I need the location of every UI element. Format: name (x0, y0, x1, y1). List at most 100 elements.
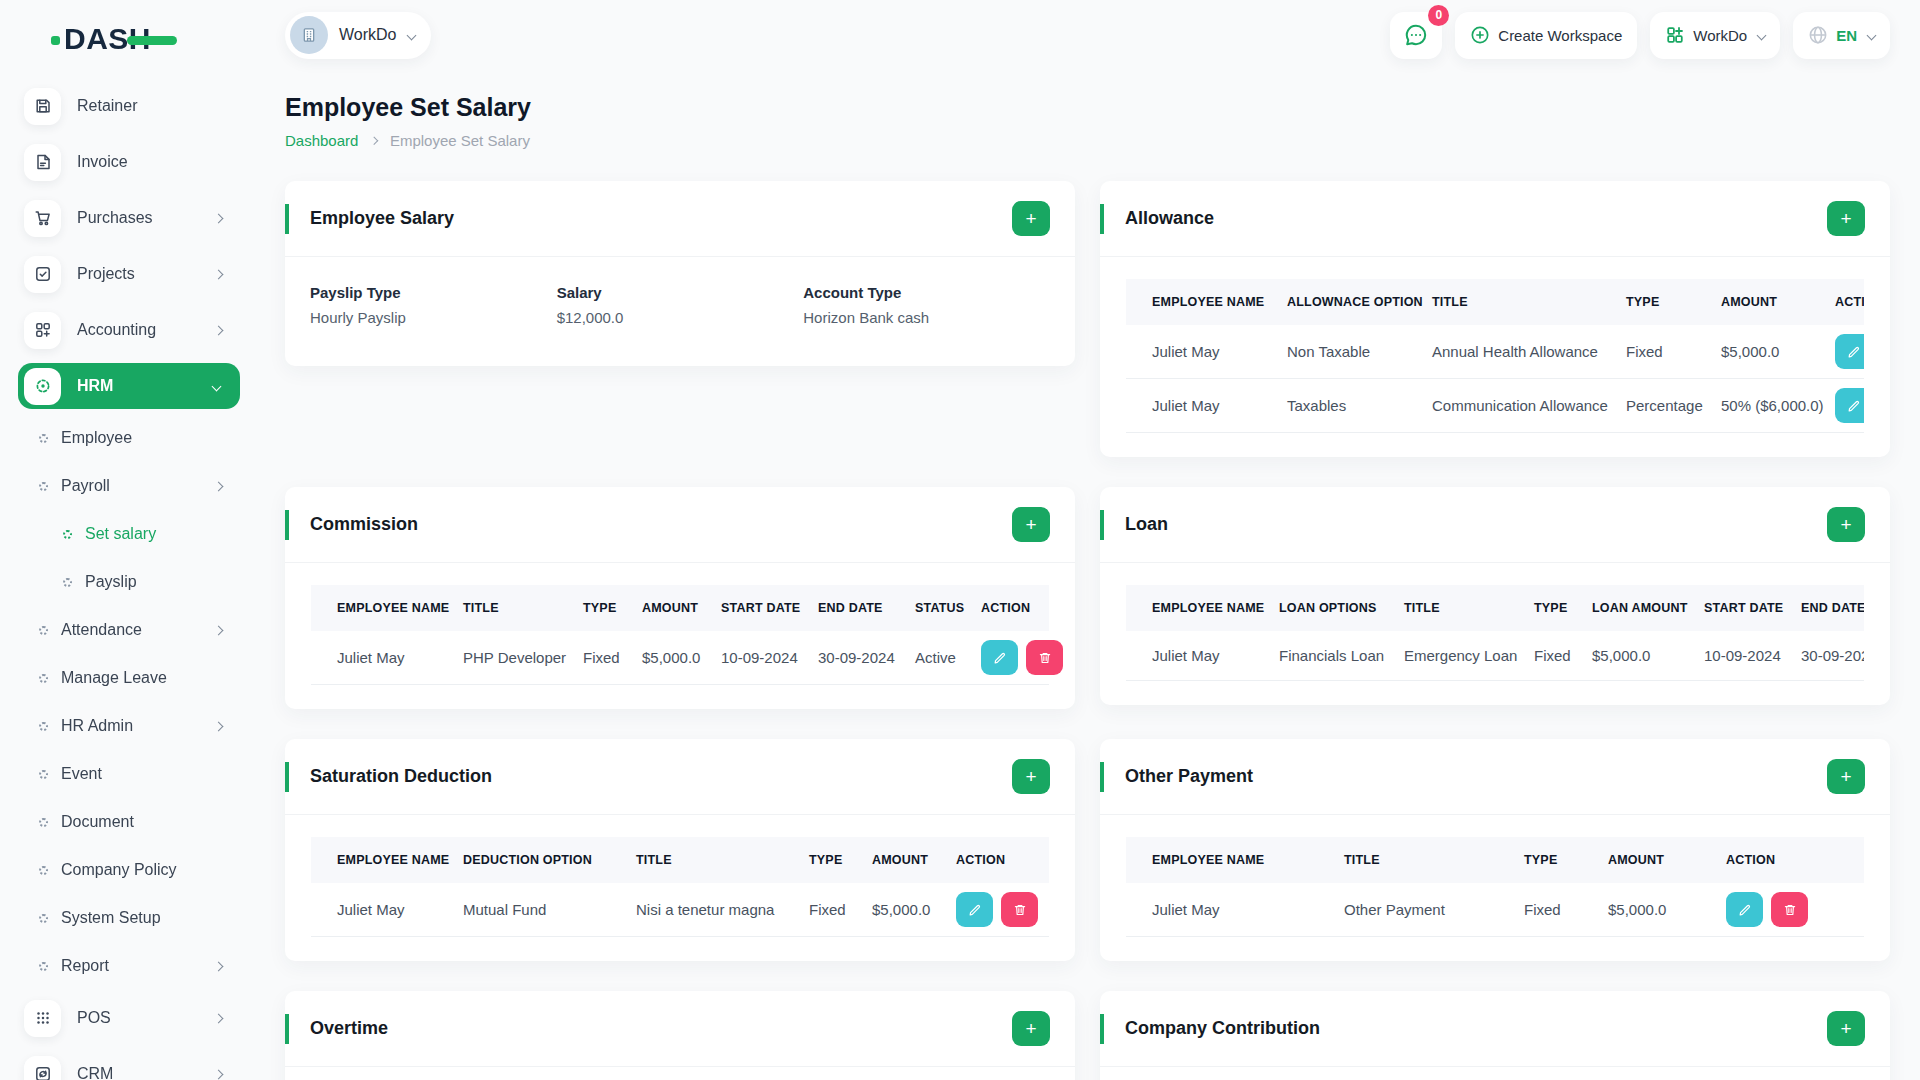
breadcrumb-dashboard-link[interactable]: Dashboard (285, 132, 358, 149)
edit-button[interactable] (956, 892, 993, 927)
add-allowance-button[interactable]: + (1827, 201, 1865, 236)
globe-icon (1808, 25, 1828, 45)
chevron-right-icon (214, 1069, 224, 1079)
sidebar-item-company-policy[interactable]: Company Policy (24, 846, 258, 894)
crm-icon (24, 1056, 61, 1080)
add-saturation_deduction-button[interactable]: + (1012, 759, 1050, 794)
invoice-icon (24, 144, 61, 181)
chevron-right-icon (214, 269, 224, 279)
sidebar-item-manage-leave[interactable]: Manage Leave (24, 654, 258, 702)
sidebar-item-system-setup[interactable]: System Setup (24, 894, 258, 942)
loan-table: EMPLOYEE NAMELOAN OPTIONSTITLETYPELOAN A… (1126, 585, 1864, 681)
breadcrumb-current: Employee Set Salary (390, 132, 530, 149)
brand-logo[interactable]: DASH (24, 0, 258, 78)
other-payment-card: Other Payment+EMPLOYEE NAMETITLETYPEAMOU… (1100, 739, 1890, 961)
add-company_contribution-button[interactable]: + (1827, 1011, 1865, 1046)
delete-button[interactable] (1001, 892, 1038, 927)
circle-icon (39, 962, 48, 971)
sidebar-item-retainer[interactable]: Retainer (24, 78, 258, 134)
sidebar-item-purchases[interactable]: Purchases (24, 190, 258, 246)
card-title: Allowance (1125, 208, 1214, 229)
language-label: EN (1836, 27, 1857, 44)
sidebar-item-hrm[interactable]: HRM (18, 363, 240, 409)
circle-icon (63, 530, 72, 539)
saturation_deduction-table: EMPLOYEE NAMEDEDUCTION OPTIONTITLETYPEAM… (311, 837, 1049, 937)
sidebar-item-payslip[interactable]: Payslip (24, 558, 258, 606)
chat-icon (1404, 23, 1428, 47)
card-title: Company Contribution (1125, 1018, 1320, 1039)
sidebar-item-payroll[interactable]: Payroll (24, 462, 258, 510)
circle-icon (39, 818, 48, 827)
commission-card: Commission + EMPLOYEE NAMETITLETYPEAMOUNTS… (285, 487, 1075, 709)
sidebar-item-document[interactable]: Document (24, 798, 258, 846)
add-loan-button[interactable]: + (1827, 507, 1865, 542)
chevron-right-icon (370, 137, 378, 145)
add-overtime-button[interactable]: + (1012, 1011, 1050, 1046)
table-row: Juliet MayNon TaxableAnnual Health Allow… (1126, 325, 1864, 379)
sidebar-item-pos[interactable]: POS (24, 990, 258, 1046)
table-row: Juliet MayPHP DeveloperFixed$5,000.010-0… (311, 631, 1049, 685)
chevron-right-icon (214, 481, 224, 491)
table-row: Juliet MayMutual FundNisi a tenetur magn… (311, 883, 1049, 937)
building-icon (298, 24, 320, 46)
company-contribution-card: Company Contribution + (1100, 991, 1890, 1080)
sidebar-item-hr-admin[interactable]: HR Admin (24, 702, 258, 750)
sidebar-item-invoice[interactable]: Invoice (24, 134, 258, 190)
sidebar-item-attendance[interactable]: Attendance (24, 606, 258, 654)
employee-salary-card: Employee Salary + Payslip TypeHourly Paysl… (285, 181, 1075, 366)
workspace-avatar (290, 16, 328, 54)
add-other_payment-button[interactable]: + (1827, 759, 1865, 794)
page-title: Employee Set Salary (285, 93, 1890, 122)
card-title: Commission (310, 514, 418, 535)
delete-button[interactable] (1026, 640, 1063, 675)
chevron-right-icon (214, 961, 224, 971)
table-row: Juliet MayOther PaymentFixed$5,000.0 (1126, 883, 1864, 937)
sidebar-item-report[interactable]: Report (24, 942, 258, 990)
retainer-icon (24, 88, 61, 125)
chevron-right-icon (214, 1013, 224, 1023)
create-workspace-label: Create Workspace (1498, 27, 1622, 44)
edit-button[interactable] (1835, 388, 1864, 423)
workspace-name: WorkDo (339, 26, 397, 44)
card-title: Overtime (310, 1018, 388, 1039)
saturation-deduction-card: Saturation Deduction+ EMPLOYEE NAMEDEDUCT… (285, 739, 1075, 961)
add-employee_salary-button[interactable]: + (1012, 201, 1050, 236)
sidebar-item-employee[interactable]: Employee (24, 414, 258, 462)
workspace-switcher[interactable]: WorkDo (285, 12, 431, 59)
commission-table: EMPLOYEE NAMETITLETYPEAMOUNTSTART DATEEN… (311, 585, 1049, 685)
chevron-down-icon (212, 381, 222, 391)
workdo-menu-button[interactable]: WorkDo (1650, 12, 1780, 59)
projects-icon (24, 256, 61, 293)
edit-button[interactable] (1835, 334, 1864, 369)
circle-icon (63, 578, 72, 587)
language-selector[interactable]: EN (1793, 12, 1890, 59)
circle-icon (39, 482, 48, 491)
workdo-menu-label: WorkDo (1693, 27, 1747, 44)
edit-button[interactable] (1726, 892, 1763, 927)
table-row: Juliet MayFinancials LoanEmergency LoanF… (1126, 631, 1864, 681)
circle-icon (39, 866, 48, 875)
card-header: Other Payment+ (1100, 739, 1890, 815)
add-commission-button[interactable]: + (1012, 507, 1050, 542)
purchases-icon (24, 200, 61, 237)
hrm-icon (24, 368, 61, 405)
sidebar-item-crm[interactable]: CRM (24, 1046, 258, 1080)
salary-details: Payslip TypeHourly PayslipSalary$12,000.… (285, 257, 1075, 366)
edit-button[interactable] (981, 640, 1018, 675)
circle-icon (39, 674, 48, 683)
card-header: Overtime + (285, 991, 1075, 1067)
main-content: Employee Set Salary Dashboard Employee S… (258, 93, 1920, 1080)
circle-icon (39, 914, 48, 923)
chevron-right-icon (214, 625, 224, 635)
create-workspace-button[interactable]: Create Workspace (1455, 12, 1637, 59)
sidebar-item-projects[interactable]: Projects (24, 246, 258, 302)
loan-card: Loan+EMPLOYEE NAMELOAN OPTIONSTITLETYPEL… (1100, 487, 1890, 705)
messages-button[interactable]: 0 (1390, 12, 1442, 59)
sidebar-item-set-salary[interactable]: Set salary (24, 510, 258, 558)
sidebar: DASH RetainerInvoicePurchasesProjectsAcc… (0, 0, 258, 1080)
card-header: Saturation Deduction+ (285, 739, 1075, 815)
delete-button[interactable] (1771, 892, 1808, 927)
sidebar-item-event[interactable]: Event (24, 750, 258, 798)
sidebar-item-accounting[interactable]: Accounting (24, 302, 258, 358)
card-title: Employee Salary (310, 208, 454, 229)
